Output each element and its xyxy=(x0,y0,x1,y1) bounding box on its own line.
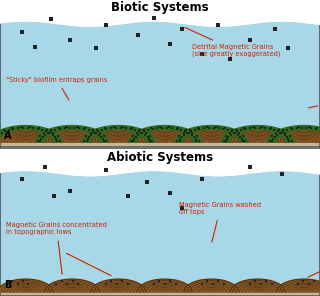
Text: Biotic Systems: Biotic Systems xyxy=(111,1,209,15)
Text: B: B xyxy=(4,280,11,290)
Polygon shape xyxy=(184,279,238,292)
Polygon shape xyxy=(277,279,320,292)
Polygon shape xyxy=(175,126,247,142)
Text: Detrital Magnetic Grains
(size greatly exaggerated): Detrital Magnetic Grains (size greatly e… xyxy=(185,28,281,57)
Polygon shape xyxy=(184,130,238,142)
Polygon shape xyxy=(129,126,201,142)
Text: microbialite: microbialite xyxy=(308,98,320,108)
Polygon shape xyxy=(268,126,320,142)
Text: Magnetic Grains concentrated
in topographic lows: Magnetic Grains concentrated in topograp… xyxy=(6,223,107,274)
Polygon shape xyxy=(45,130,99,142)
Text: "Sticky" biofilm entraps grains: "Sticky" biofilm entraps grains xyxy=(6,77,108,100)
Polygon shape xyxy=(45,279,99,292)
Polygon shape xyxy=(138,130,192,142)
Polygon shape xyxy=(82,126,155,142)
Polygon shape xyxy=(91,130,146,142)
Text: Magnetic Grains washed
off tops: Magnetic Grains washed off tops xyxy=(179,202,261,242)
Polygon shape xyxy=(0,130,53,142)
Polygon shape xyxy=(0,126,62,142)
Polygon shape xyxy=(91,279,146,292)
Polygon shape xyxy=(221,126,294,142)
Polygon shape xyxy=(277,130,320,142)
Polygon shape xyxy=(230,279,285,292)
Polygon shape xyxy=(0,279,53,292)
Polygon shape xyxy=(138,279,192,292)
Text: abiotic
precipitate: abiotic precipitate xyxy=(308,255,320,277)
Text: Abiotic Systems: Abiotic Systems xyxy=(107,151,213,164)
Polygon shape xyxy=(36,126,108,142)
Text: A: A xyxy=(4,131,11,141)
Polygon shape xyxy=(230,130,285,142)
